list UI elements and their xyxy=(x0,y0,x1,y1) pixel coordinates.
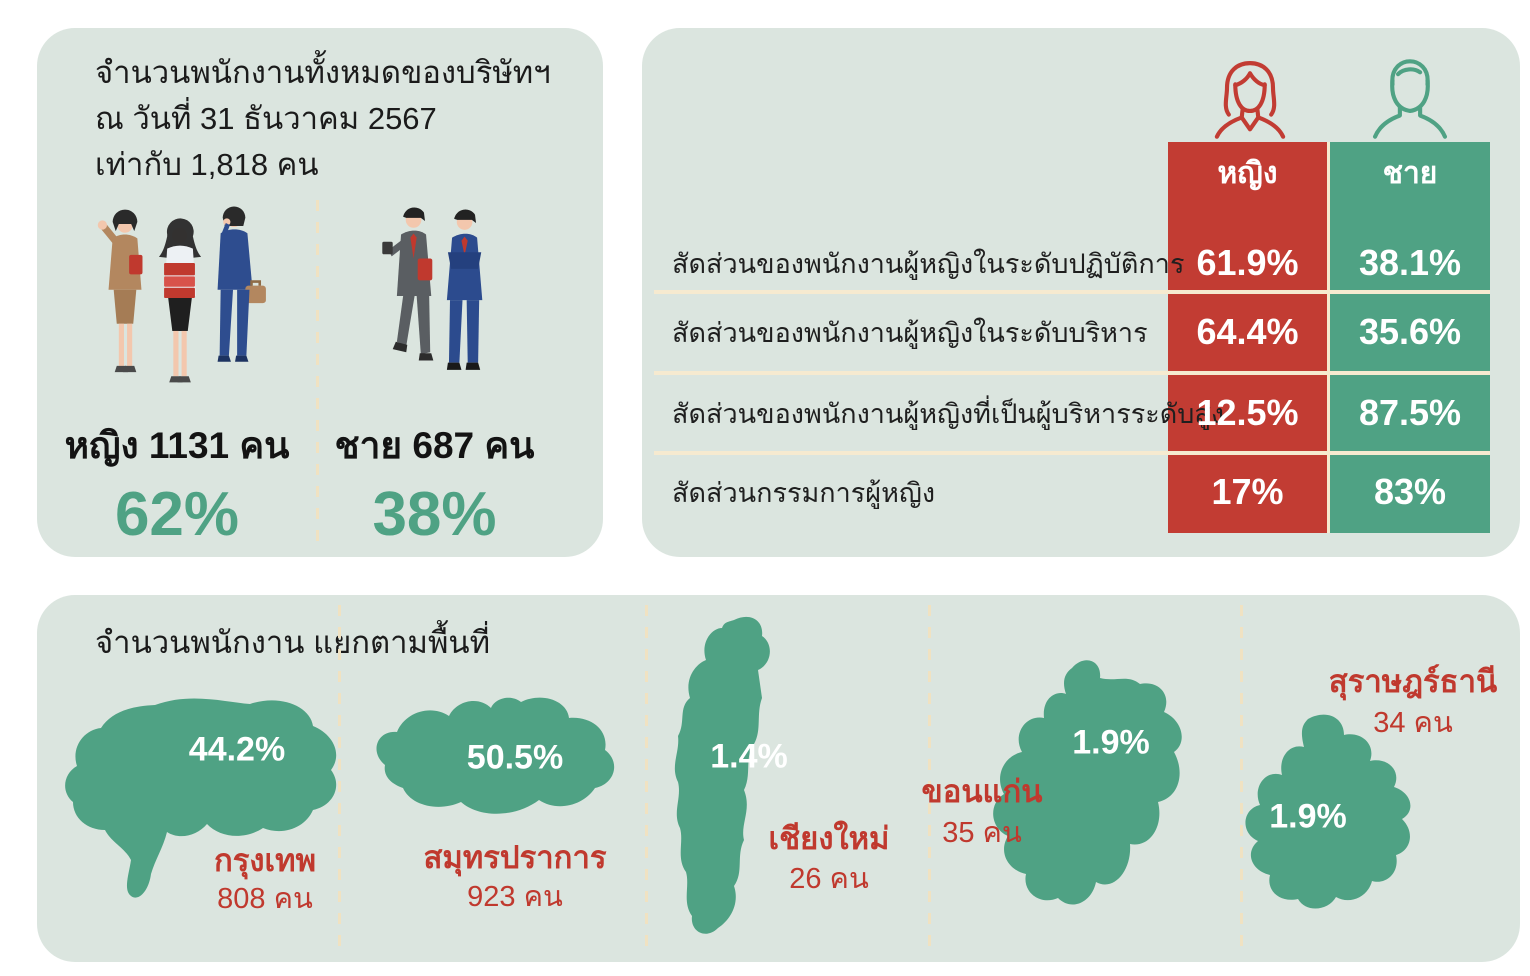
gender-ratio-panel: หญิง ชาย สัดส่วนของพนักงานผู้หญิงในระดับ… xyxy=(642,28,1520,557)
total-headcount-panel: จำนวนพนักงานทั้งหมดของบริษัทฯ ณ วันที่ 3… xyxy=(37,28,603,557)
khon-kaen-name: ขอนแก่น xyxy=(921,774,1043,809)
samut-prakan-map-shape xyxy=(355,690,625,830)
ratio-row-label: สัดส่วนของพนักงานผู้หญิงในระดับบริหาร xyxy=(672,317,1148,348)
woman-white-top xyxy=(158,218,202,383)
chiang-mai-count: 26 คน xyxy=(789,863,869,895)
area-divider-line xyxy=(338,605,341,953)
ratio-row-label: สัดส่วนกรรมการผู้หญิง xyxy=(672,477,936,508)
area-divider-line xyxy=(1240,605,1243,953)
chiang-mai-name: เชียงใหม่ xyxy=(768,821,890,856)
column-gap-line xyxy=(1327,142,1330,533)
title-line-1: จำนวนพนักงานทั้งหมดของบริษัทฯ xyxy=(95,55,551,90)
ratio-row-female-value: 12.5% xyxy=(1196,392,1299,433)
title-line-3: เท่ากับ 1,818 คน xyxy=(95,147,319,182)
ratio-row-female-value: 61.9% xyxy=(1196,242,1299,283)
male-column-background xyxy=(1330,142,1490,533)
bangkok-percent: 44.2% xyxy=(188,730,286,769)
male-column-header: ชาย xyxy=(1382,156,1438,190)
ratio-row-label: สัดส่วนของพนักงานผู้หญิงที่เป็นผู้บริหาร… xyxy=(672,398,1225,429)
bangkok-count: 808 คน xyxy=(217,883,313,915)
surat-thani-percent: 1.9% xyxy=(1269,797,1347,836)
bangkok-map-shape xyxy=(55,690,345,905)
man-navy-suit xyxy=(446,209,483,370)
woman-navy-suit xyxy=(217,206,266,362)
woman-tan-suit xyxy=(97,209,143,373)
ratio-row-female-value: 64.4% xyxy=(1196,311,1299,352)
ratio-row-label: สัดส่วนของพนักงานผู้หญิงในระดับปฏิบัติกา… xyxy=(672,248,1185,279)
area-divider-line xyxy=(645,605,648,953)
chiang-mai-map-shape xyxy=(660,610,808,948)
businessmen-illustration xyxy=(375,198,500,396)
woman-icon xyxy=(1204,53,1296,145)
man-icon xyxy=(1364,53,1456,145)
female-total-percent: 62% xyxy=(114,480,240,549)
samut-prakan-count: 923 คน xyxy=(467,881,563,913)
male-total-label: ชาย 687 คน xyxy=(334,425,535,466)
bangkok-name: กรุงเทพ xyxy=(213,843,317,878)
area-headcount-panel: จำนวนพนักงาน แยกตามพื้นที่ 44.2% กรุงเทพ… xyxy=(37,595,1520,962)
khon-kaen-percent: 1.9% xyxy=(1072,723,1150,762)
surat-thani-name: สุราษฎร์ธานี xyxy=(1328,664,1498,699)
male-total-percent: 38% xyxy=(372,480,497,549)
female-total-label: หญิง 1131 คน xyxy=(64,425,290,466)
ratio-row-male-value: 38.1% xyxy=(1358,242,1462,283)
row-separator xyxy=(654,290,1490,294)
samut-prakan-percent: 50.5% xyxy=(466,738,564,777)
row-separator xyxy=(654,451,1490,455)
female-total-stat: หญิง 1131 คน 62% xyxy=(37,416,317,550)
gender-divider-line xyxy=(316,200,319,548)
businesswomen-illustration xyxy=(89,198,269,396)
man-gray-suit xyxy=(382,207,434,361)
ratio-row-male-value: 83% xyxy=(1373,471,1447,512)
area-panel-title: จำนวนพนักงาน แยกตามพื้นที่ xyxy=(95,625,491,660)
ratio-row-female-value: 17% xyxy=(1211,471,1284,512)
title-line-2: ณ วันที่ 31 ธันวาคม 2567 xyxy=(95,101,437,136)
total-headcount-title: จำนวนพนักงานทั้งหมดของบริษัทฯ ณ วันที่ 3… xyxy=(95,50,551,188)
surat-thani-map-shape xyxy=(1220,705,1417,910)
ratio-row-male-value: 35.6% xyxy=(1358,311,1462,352)
female-column-header: หญิง xyxy=(1217,156,1278,190)
ratio-row-male-value: 87.5% xyxy=(1358,392,1462,433)
surat-thani-count: 34 คน xyxy=(1373,707,1453,739)
row-separator xyxy=(654,371,1490,375)
male-total-stat: ชาย 687 คน 38% xyxy=(322,416,547,550)
khon-kaen-count: 35 คน xyxy=(942,817,1022,849)
chiang-mai-percent: 1.4% xyxy=(710,737,788,776)
area-divider-line xyxy=(928,605,931,953)
female-column-background xyxy=(1168,142,1327,533)
khon-kaen-map-shape xyxy=(950,650,1190,942)
samut-prakan-name: สมุทรปราการ xyxy=(423,840,607,875)
